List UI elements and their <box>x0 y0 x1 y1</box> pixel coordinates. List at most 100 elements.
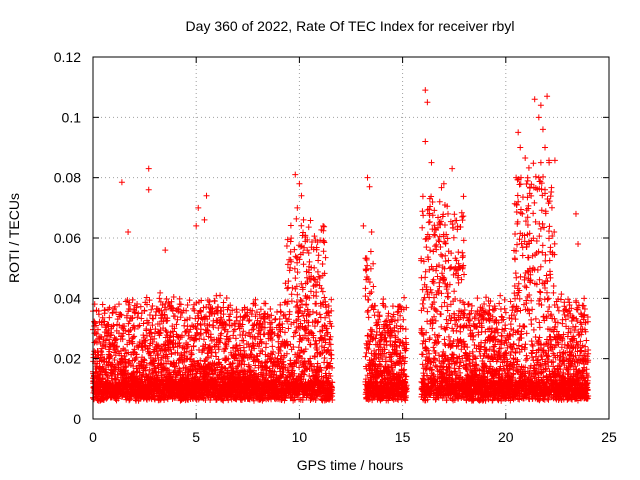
data-point <box>99 301 106 308</box>
data-point <box>101 318 108 325</box>
data-point <box>363 266 370 273</box>
data-point <box>110 322 117 329</box>
data-point <box>116 322 123 329</box>
data-point <box>321 294 328 301</box>
data-point <box>99 371 106 378</box>
data-point <box>94 326 101 333</box>
data-point <box>145 319 152 326</box>
data-point <box>175 306 182 313</box>
data-point <box>287 222 294 229</box>
data-point <box>305 250 312 257</box>
data-point <box>321 223 328 230</box>
data-point <box>140 332 147 339</box>
data-point <box>100 376 107 383</box>
data-point <box>121 323 128 330</box>
data-point <box>152 355 159 362</box>
data-point <box>422 274 429 281</box>
data-point <box>170 344 177 351</box>
data-point <box>442 258 449 265</box>
data-point <box>131 333 138 340</box>
data-point <box>432 243 439 250</box>
data-point <box>211 298 218 305</box>
data-point <box>375 309 382 316</box>
data-point <box>148 329 155 336</box>
data-point <box>372 302 379 309</box>
data-point <box>164 315 171 322</box>
data-point <box>364 309 371 316</box>
data-point <box>217 292 224 299</box>
data-point <box>287 341 294 348</box>
data-point <box>154 352 161 359</box>
data-point <box>419 208 426 215</box>
data-point <box>102 337 109 344</box>
data-point <box>400 316 407 323</box>
data-point <box>129 296 136 303</box>
data-point <box>285 325 292 332</box>
data-point <box>319 261 326 268</box>
data-point <box>148 306 155 313</box>
chart-title: Day 360 of 2022, Rate Of TEC Index for r… <box>186 18 515 34</box>
data-point <box>108 329 115 336</box>
data-point <box>177 301 184 308</box>
data-point <box>173 321 180 328</box>
data-point <box>186 314 193 321</box>
data-point <box>157 289 164 296</box>
data-point <box>315 257 322 264</box>
data-point <box>445 257 452 264</box>
data-point <box>366 290 373 297</box>
data-point <box>223 294 230 301</box>
data-point <box>419 300 426 307</box>
data-point <box>170 328 177 335</box>
data-point <box>288 235 295 242</box>
data-point <box>92 338 99 345</box>
data-point <box>99 314 106 321</box>
grid-lines <box>93 57 609 419</box>
data-point <box>289 284 296 291</box>
data-point <box>283 243 290 250</box>
data-point <box>114 316 121 323</box>
data-point <box>116 301 123 308</box>
data-point <box>118 312 125 319</box>
data-point <box>363 256 370 263</box>
data-point <box>385 310 392 317</box>
data-point <box>93 339 100 346</box>
data-point <box>322 254 329 261</box>
data-point <box>428 304 435 311</box>
data-point <box>184 323 191 330</box>
data-point <box>142 367 149 374</box>
data-point <box>311 264 318 271</box>
data-point <box>425 219 432 226</box>
data-point <box>149 338 156 345</box>
data-point <box>305 224 312 231</box>
data-point <box>380 296 387 303</box>
data-point <box>292 275 299 282</box>
data-point <box>327 341 334 348</box>
data-point <box>362 285 369 292</box>
data-point <box>146 297 153 304</box>
data-point <box>130 322 137 329</box>
data-point <box>184 341 191 348</box>
data-point <box>431 207 438 214</box>
data-point <box>165 347 172 354</box>
data-point <box>365 296 372 303</box>
data-point <box>419 361 426 368</box>
data-point <box>146 312 153 319</box>
data-point <box>149 322 156 329</box>
data-point <box>444 307 451 314</box>
data-point <box>186 329 193 336</box>
data-point <box>104 333 111 340</box>
data-point <box>284 285 291 292</box>
data-point <box>168 298 175 305</box>
data-point <box>303 301 310 308</box>
data-point <box>183 307 190 314</box>
data-point <box>136 369 143 376</box>
data-point <box>320 248 327 255</box>
data-point <box>314 268 321 275</box>
data-point <box>324 329 331 336</box>
data-point <box>445 294 452 301</box>
data-point <box>141 308 148 315</box>
data-point <box>114 343 121 350</box>
data-point <box>140 320 147 327</box>
data-point <box>240 337 247 344</box>
data-point <box>220 299 227 306</box>
